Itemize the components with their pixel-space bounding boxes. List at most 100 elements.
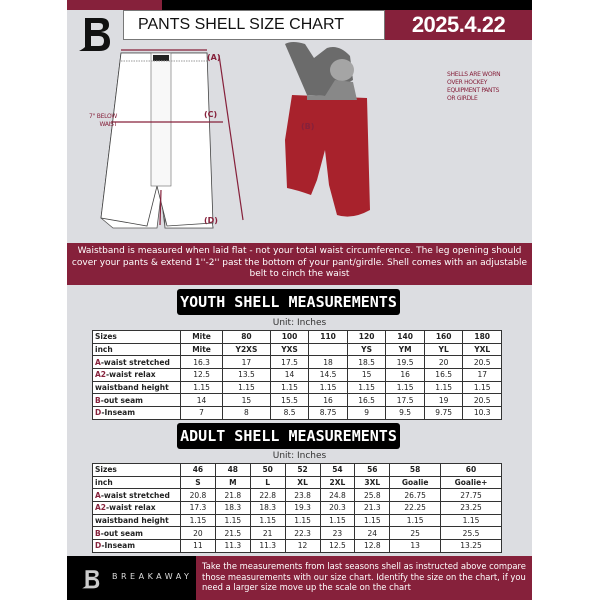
measure-code: A xyxy=(95,490,101,500)
measure-label: waistband height xyxy=(95,516,169,526)
table-cell: 1.15 xyxy=(308,380,348,395)
table-cell: 1.15 xyxy=(222,380,271,395)
row-label: inch xyxy=(92,342,181,357)
table-cell: 7 xyxy=(179,406,224,420)
table-cell: 9.75 xyxy=(423,406,464,420)
table-cell: 21 xyxy=(249,526,286,541)
table-row: D-Inseam 7 8 8.5 8.75 9 9.5 9.75 10.3 xyxy=(92,406,502,420)
table-cell: 24.8 xyxy=(319,488,356,503)
page-title: PANTS SHELL SIZE CHART xyxy=(123,10,385,40)
table-cell: 16.5 xyxy=(423,368,464,382)
measure-label: Sizes xyxy=(95,465,117,475)
measure-label: -out seam xyxy=(100,395,143,405)
table-cell: 54 xyxy=(319,463,356,477)
table-cell: 46 xyxy=(180,463,216,477)
table-cell: 1.15 xyxy=(346,380,387,395)
table-cell: XL xyxy=(284,475,321,490)
table-cell: 13.25 xyxy=(440,539,502,553)
measure-label: inch xyxy=(95,478,113,488)
row-label: A2-waist relax xyxy=(92,368,181,382)
table-cell: 1.15 xyxy=(440,513,502,528)
table-cell: 1.15 xyxy=(389,513,442,528)
table-cell: 110 xyxy=(308,330,348,344)
table-cell: 15 xyxy=(222,393,271,408)
table-cell: 48 xyxy=(214,463,251,477)
measure-label: -waist relax xyxy=(106,370,156,380)
table-cell: 12.5 xyxy=(179,368,224,382)
label-d: (D) xyxy=(204,216,218,225)
table-row: A2-waist relax 17.3 18.3 18.3 19.3 20.3 21.3 22… xyxy=(92,501,502,515)
table-cell: 17 xyxy=(462,368,502,382)
measure-code: B xyxy=(95,395,101,405)
measure-code: A2 xyxy=(95,370,107,380)
table-cell: 15.5 xyxy=(269,393,310,408)
table-cell: 14.5 xyxy=(308,368,348,382)
table-row: Sizes Mite 80 100 110 120 140 160 180 xyxy=(92,330,502,344)
table-cell: 56 xyxy=(354,463,391,477)
measure-label: inch xyxy=(95,345,113,355)
measure-code: B xyxy=(95,528,101,538)
table-cell: 1.15 xyxy=(249,513,286,528)
table-cell: 22.3 xyxy=(284,526,321,541)
measure-label: -Inseam xyxy=(101,541,136,551)
table-row: inch Mite Y2XS YXS YS YM YL YXL xyxy=(92,342,502,357)
table-cell: 16 xyxy=(385,368,425,382)
table-cell: 26.75 xyxy=(389,488,442,503)
table-cell: Mite xyxy=(179,330,224,344)
table-cell: 20 xyxy=(423,355,464,370)
row-label: Sizes xyxy=(92,463,181,477)
table-cell: L xyxy=(249,475,286,490)
table-cell: 52 xyxy=(284,463,321,477)
table-cell: 20 xyxy=(180,526,216,541)
table-cell: 11.3 xyxy=(249,539,286,553)
table-cell: 20.5 xyxy=(462,393,502,408)
table-cell: YL xyxy=(423,342,464,357)
youth-section-title: YOUTH SHELL MEASUREMENTS xyxy=(177,289,400,315)
table-cell: 8.5 xyxy=(269,406,310,420)
table-cell: 17.3 xyxy=(180,501,216,515)
label-b: (B) xyxy=(301,122,315,131)
table-cell: 16.3 xyxy=(179,355,224,370)
footer-instructions: Take the measurements from last seasons … xyxy=(196,556,532,600)
youth-size-table: Sizes Mite 80 100 110 120 140 160 180 inch Mite Y2X… xyxy=(92,330,502,420)
date-badge: 2025.4.22 xyxy=(385,10,532,40)
info-banner: Waistband is measured when laid flat - n… xyxy=(67,243,532,285)
table-cell: 9 xyxy=(346,406,387,420)
row-label: B-out seam xyxy=(92,526,181,541)
table-cell: 11 xyxy=(180,539,216,553)
measure-label: -waist stretched xyxy=(100,357,170,367)
adult-section-title: ADULT SHELL MEASUREMENTS xyxy=(177,423,400,449)
table-cell: 1.15 xyxy=(462,380,502,395)
table-cell: 160 xyxy=(423,330,464,344)
measure-label: Sizes xyxy=(95,332,117,342)
table-row: A-waist stretched 20.8 21.8 22.8 23.8 24.8 25.… xyxy=(92,488,502,503)
table-cell: 21.5 xyxy=(214,526,251,541)
youth-unit: Unit: Inches xyxy=(272,318,327,328)
table-cell: 14 xyxy=(179,393,224,408)
table-cell: 13 xyxy=(389,539,442,553)
table-cell: 17.5 xyxy=(385,393,425,408)
table-cell: 20.5 xyxy=(462,355,502,370)
table-cell: 1.15 xyxy=(423,380,464,395)
row-label: A-waist stretched xyxy=(92,488,181,503)
measure-label: -waist stretched xyxy=(100,490,170,500)
table-cell: 11.3 xyxy=(214,539,251,553)
measure-code: A2 xyxy=(95,503,107,513)
below-waist-note: 7'' BELOW WAIST xyxy=(88,113,117,128)
label-a: (A) xyxy=(207,53,221,62)
table-cell: 1.15 xyxy=(284,513,321,528)
measure-code: D xyxy=(95,408,102,418)
table-cell: 13.5 xyxy=(222,368,271,382)
table-cell: 12.5 xyxy=(319,539,356,553)
table-cell: 80 xyxy=(222,330,271,344)
table-cell: 22.8 xyxy=(249,488,286,503)
table-cell: YS xyxy=(346,342,387,357)
table-cell: 58 xyxy=(389,463,442,477)
footer-logo-icon xyxy=(82,570,100,589)
pants-diagram xyxy=(100,42,370,229)
table-cell: YXL xyxy=(462,342,502,357)
measure-label: -out seam xyxy=(100,528,143,538)
measure-code: D xyxy=(95,541,102,551)
table-cell: 1.15 xyxy=(319,513,356,528)
adult-size-table: Sizes 46 48 50 52 54 56 58 60 inch S M L XL 2XL 3XL Goal… xyxy=(92,463,502,553)
